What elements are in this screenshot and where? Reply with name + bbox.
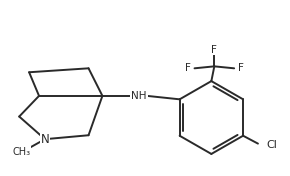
Text: Cl: Cl (267, 140, 278, 150)
Text: F: F (238, 63, 244, 73)
Text: F: F (185, 63, 191, 73)
Text: NH: NH (131, 91, 147, 101)
Text: CH₃: CH₃ (12, 147, 30, 157)
Text: F: F (211, 45, 217, 55)
Text: N: N (41, 133, 49, 146)
